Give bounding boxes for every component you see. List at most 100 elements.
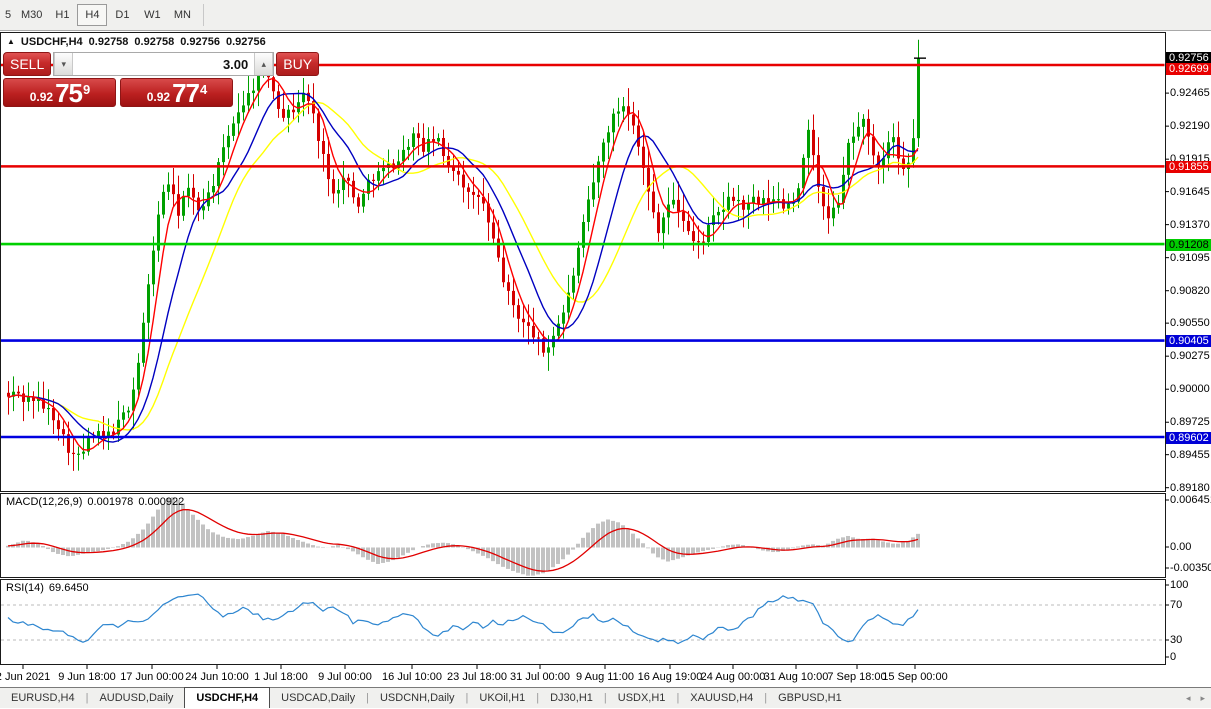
- volume-increase-button[interactable]: ▴: [254, 53, 274, 75]
- macd-tick-label: 0.006451: [1170, 494, 1211, 506]
- sell-price-sup: 9: [83, 82, 91, 97]
- price-tick-label: 0.90275: [1170, 350, 1210, 363]
- rsi-tick-label: 0: [1170, 651, 1177, 663]
- toolbar-separator: [203, 4, 205, 26]
- price-tick-label: 0.90820: [1170, 284, 1210, 297]
- close-value: 0.92756: [225, 36, 266, 48]
- chart-tab-xauusd[interactable]: XAUUSD,H4: [690, 692, 754, 704]
- chart-tab-usdcad[interactable]: USDCAD,Daily: [281, 692, 356, 704]
- price-tick-label: 0.92465: [1170, 87, 1210, 100]
- timeframe-button-m30[interactable]: M30: [16, 4, 47, 26]
- rsi-name: RSI(14): [6, 582, 44, 594]
- macd-tick-label: -0.003507: [1170, 562, 1211, 574]
- buy-button[interactable]: BUY: [276, 52, 320, 76]
- chart-tab-gbpusd[interactable]: GBPUSD,H1: [778, 692, 842, 704]
- price-level-badge: 0.91208: [1166, 238, 1211, 251]
- date-tick-label: 23 Jul 18:00: [447, 671, 507, 683]
- date-tick-label: 16 Jul 10:00: [382, 671, 442, 683]
- tab-separator: |: [85, 692, 89, 704]
- chart-tab-eurusd[interactable]: EURUSD,H4: [11, 692, 75, 704]
- price-tick-label: 0.89455: [1170, 448, 1210, 461]
- date-tick-label: 9 Jul 00:00: [318, 671, 372, 683]
- chart-tab-ukoil[interactable]: UKOil,H1: [479, 692, 526, 704]
- tab-separator: |: [465, 692, 469, 704]
- chart-tab-bar: EURUSD,H4 | AUDUSD,Daily USDCHF,H4 USDCAD,Da…: [0, 687, 1211, 708]
- chart-title: ▲ USDCHF,H4 0.92758 0.92758 0.92756 0.92…: [7, 36, 266, 48]
- timeframe-button-h1[interactable]: H1: [47, 4, 77, 26]
- timeframe-button-mn[interactable]: MN: [167, 4, 197, 26]
- macd-tick-label: 0.00: [1170, 541, 1192, 553]
- date-tick-label: 2 Jun 2021: [0, 671, 51, 683]
- chart-tab-usdx[interactable]: USDX,H1: [617, 692, 666, 704]
- macd-label: MACD(12,26,9) 0.001978 0.000922: [6, 496, 184, 508]
- date-tick-label: 31 Jul 00:00: [510, 671, 570, 683]
- trade-panel-price-row: 0.92 75 9 0.92 77 4: [3, 78, 233, 107]
- sell-price-display[interactable]: 0.92 75 9: [3, 78, 116, 107]
- tab-separator: |: [603, 692, 607, 704]
- timeframe-button-5[interactable]: 5: [0, 4, 16, 26]
- tab-separator: |: [536, 692, 540, 704]
- price-level-badge: 0.92756: [1166, 52, 1211, 64]
- date-tick-label: 31 Aug 10:00: [763, 671, 829, 683]
- chevron-down-icon: ▾: [61, 58, 67, 69]
- date-tick-label: 9 Jun 18:00: [58, 671, 116, 683]
- date-tick-label: 7 Sep 18:00: [827, 671, 887, 683]
- chart-tab-usdchf[interactable]: USDCHF,H4: [184, 687, 271, 708]
- one-click-trading-panel: SELL ▾ ▴ BUY 0.92 75 9 0.92 77 4: [3, 52, 320, 107]
- chart-tab-dj30[interactable]: DJ30,H1: [550, 692, 593, 704]
- price-tick-label: 0.90000: [1170, 383, 1210, 396]
- low-value: 0.92756: [180, 36, 220, 48]
- high-value: 0.92758: [134, 36, 175, 48]
- rsi-label: RSI(14) 69.6450: [6, 582, 89, 594]
- macd-signal-value: 0.000922: [138, 496, 185, 508]
- timeframe-toolbar: 5 M30 H1 H4 D1 W1 MN: [0, 0, 1211, 31]
- tab-separator: |: [366, 692, 369, 704]
- price-tick-label: 0.92190: [1170, 120, 1210, 133]
- price-tick-label: 0.91095: [1170, 251, 1210, 264]
- date-tick-label: 1 Jul 18:00: [254, 671, 308, 683]
- buy-price-base: 0.92: [146, 90, 171, 104]
- tab-scroll-right-icon[interactable]: ▸: [1200, 693, 1205, 703]
- tab-scroll-arrows: ◂ ▸: [1186, 688, 1205, 709]
- price-tick-label: 0.90550: [1170, 317, 1210, 330]
- tab-separator: |: [764, 692, 768, 704]
- timeframe-button-d1[interactable]: D1: [107, 4, 137, 26]
- price-tick-label: 0.91370: [1170, 218, 1210, 231]
- sell-price-big: 75: [55, 78, 83, 108]
- rsi-tick-label: 30: [1170, 634, 1183, 646]
- chart-tab-audusd[interactable]: AUDUSD,Daily: [99, 692, 174, 704]
- date-tick-label: 16 Aug 19:00: [637, 671, 703, 683]
- volume-decrease-button[interactable]: ▾: [54, 53, 74, 75]
- trade-panel-toggle-icon[interactable]: ▲: [7, 37, 15, 46]
- rsi-value: 69.6450: [48, 582, 89, 594]
- buy-price-display[interactable]: 0.92 77 4: [120, 78, 233, 107]
- price-tick-label: 0.89725: [1170, 416, 1210, 429]
- price-level-badge: 0.89602: [1166, 431, 1211, 444]
- tab-separator: |: [676, 692, 680, 704]
- chart-tab-usdcnh[interactable]: USDCNH,Daily: [379, 692, 455, 704]
- date-tick-label: 17 Jun 00:00: [120, 671, 184, 683]
- date-tick-label: 24 Aug 00:00: [700, 671, 766, 683]
- rsi-tick-label: 70: [1170, 599, 1183, 611]
- buy-price-sup: 4: [200, 82, 208, 97]
- trade-panel-top-row: SELL ▾ ▴ BUY: [3, 52, 320, 76]
- sell-button[interactable]: SELL: [3, 52, 52, 76]
- date-tick-label: 9 Aug 11:00: [576, 671, 634, 683]
- symbol-label: USDCHF,H4: [20, 36, 83, 48]
- tab-scroll-left-icon[interactable]: ◂: [1185, 693, 1191, 703]
- timeframe-button-h4[interactable]: H4: [77, 4, 108, 26]
- macd-main-value: 0.001978: [87, 496, 134, 508]
- volume-input[interactable]: [73, 53, 255, 75]
- rsi-tick-label: 100: [1170, 579, 1189, 591]
- sell-price-base: 0.92: [29, 90, 54, 104]
- buy-price-big: 77: [172, 78, 200, 108]
- open-value: 0.92758: [88, 36, 129, 48]
- macd-name: MACD(12,26,9): [6, 496, 83, 508]
- price-tick-label: 0.91645: [1170, 185, 1210, 198]
- volume-spinner: ▾ ▴: [53, 52, 275, 76]
- price-level-badge: 0.91855: [1166, 160, 1211, 173]
- price-level-badge: 0.92699: [1166, 63, 1211, 75]
- date-tick-label: 24 Jun 10:00: [185, 671, 249, 683]
- timeframe-button-w1[interactable]: W1: [137, 4, 167, 26]
- price-level-badge: 0.90405: [1166, 335, 1211, 348]
